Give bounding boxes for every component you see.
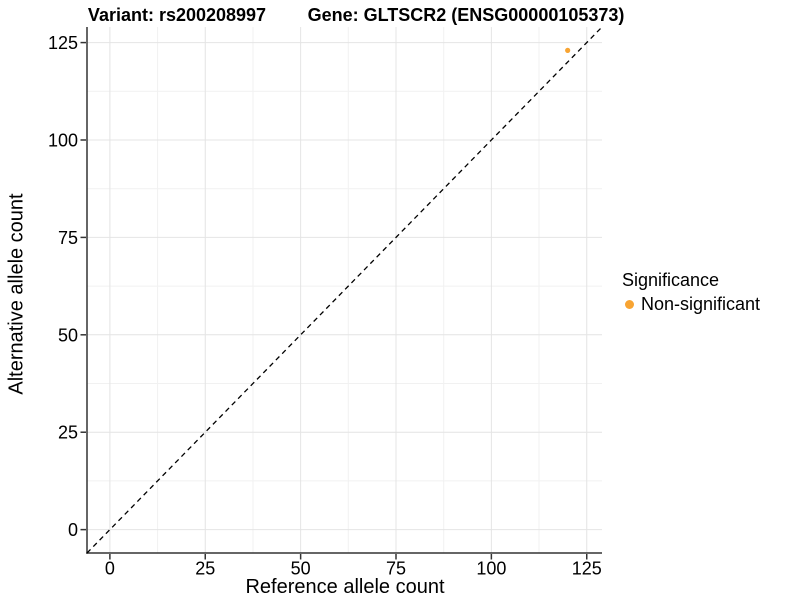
y-tick-label: 50 bbox=[58, 325, 78, 345]
legend-title: Significance bbox=[622, 270, 720, 290]
x-axis-title: Reference allele count bbox=[245, 576, 445, 598]
y-tick-label: 125 bbox=[48, 33, 78, 53]
y-tick-label: 25 bbox=[58, 423, 78, 443]
x-tick-label: 125 bbox=[572, 559, 602, 579]
y-axis-title: Alternative allele count bbox=[5, 193, 28, 395]
variant-title: Variant: rs200208997 bbox=[87, 5, 267, 25]
x-tick-label: 50 bbox=[291, 559, 311, 579]
legend: Significance Non-significant bbox=[622, 270, 760, 315]
x-tick-label: 25 bbox=[195, 559, 215, 579]
gene-title: Gene: GLTSCR2 (ENSG00000105373) bbox=[307, 5, 625, 25]
legend-entry-label: Non-significant bbox=[641, 294, 761, 314]
y-tick-label: 75 bbox=[58, 228, 78, 248]
data-point bbox=[565, 47, 571, 53]
x-tick-label: 75 bbox=[386, 559, 406, 579]
legend-point-icon bbox=[625, 300, 634, 309]
identity-reference-line bbox=[86, 26, 603, 554]
legend-entry-non-significant: Non-significant bbox=[622, 294, 760, 315]
y-tick-label: 0 bbox=[68, 520, 78, 540]
x-tick-label: 0 bbox=[105, 559, 115, 579]
y-tick-label: 100 bbox=[48, 130, 78, 150]
x-tick-label: 100 bbox=[476, 559, 506, 579]
